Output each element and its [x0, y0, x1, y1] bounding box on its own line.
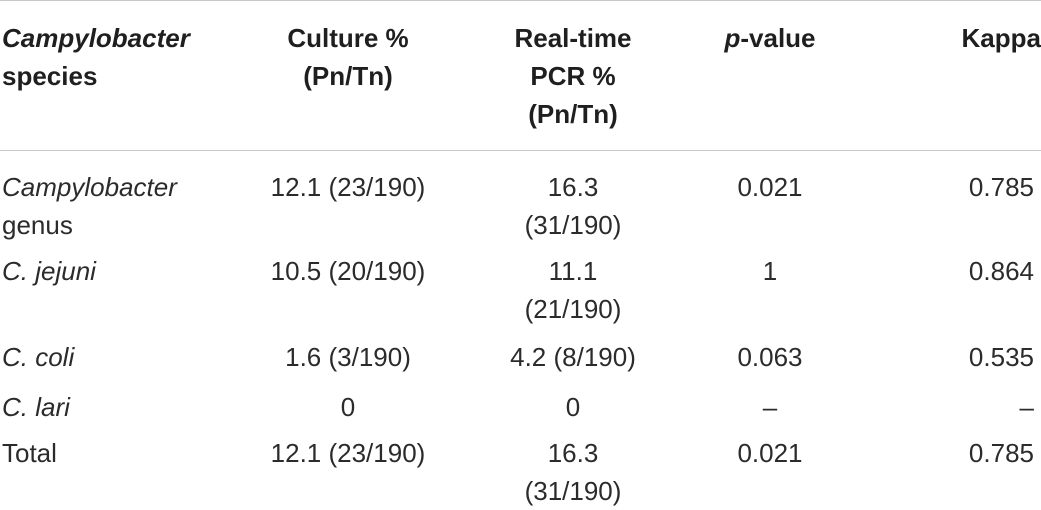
- header-p-value: p-value: [680, 19, 860, 57]
- table-top-rule: [0, 0, 1041, 1]
- row-species-line1: Campylobacter: [2, 172, 177, 202]
- header-culture-line2: (Pn/Tn): [303, 61, 393, 91]
- header-pcr-line3: (Pn/Tn): [528, 99, 618, 129]
- row-pcr: 4.2 (8/190): [510, 342, 636, 372]
- header-species-genus-name: Campylobacter: [2, 23, 190, 53]
- row-culture: 12.1 (23/190): [270, 438, 426, 468]
- row-species: C. jejuni: [2, 256, 96, 286]
- row-p-value: 0.063: [737, 342, 803, 372]
- row-p-value: –: [762, 392, 778, 422]
- row-culture: 10.5 (20/190): [270, 256, 426, 286]
- header-pcr: Real-time PCR % (Pn/Tn): [478, 19, 668, 133]
- row-p-value: 0.021: [737, 438, 803, 468]
- row-pcr-line1: 16.3: [547, 438, 599, 468]
- row-kappa: 0.785: [968, 172, 1034, 202]
- row-pcr: 16.3 (31/190): [478, 434, 668, 510]
- row-species-line2: genus: [2, 210, 73, 240]
- row-kappa: 0.535: [968, 342, 1034, 372]
- row-species: Total: [2, 438, 57, 468]
- header-p-rest: -value: [740, 23, 816, 53]
- row-kappa: 0.864: [968, 256, 1034, 286]
- row-culture: 1.6 (3/190): [285, 342, 411, 372]
- row-pcr-line1: 16.3: [547, 172, 599, 202]
- row-pcr-line2: (31/190): [524, 476, 622, 506]
- row-pcr-line2: (21/190): [524, 294, 622, 324]
- row-p-value: 0.021: [737, 172, 803, 202]
- row-pcr-line2: (31/190): [524, 210, 622, 240]
- header-kappa: Kappa: [961, 23, 1041, 53]
- row-species: C. lari: [2, 392, 70, 422]
- header-species: Campylobacter species: [2, 19, 232, 95]
- row-species: Campylobacter genus: [2, 168, 232, 244]
- row-pcr-line1: 11.1: [548, 256, 598, 286]
- header-culture-line1: Culture %: [287, 23, 409, 53]
- row-culture: 0: [340, 392, 356, 422]
- row-kappa: –: [1019, 392, 1034, 422]
- header-divider: [0, 150, 1041, 151]
- header-p-italic: p: [724, 23, 741, 53]
- row-species: C. coli: [2, 342, 75, 372]
- header-culture: Culture % (Pn/Tn): [248, 19, 448, 95]
- row-pcr: 0: [565, 392, 581, 422]
- row-p-value: 1: [762, 256, 778, 286]
- header-species-label: species: [2, 61, 98, 91]
- row-kappa: 0.785: [968, 438, 1034, 468]
- row-pcr: 11.1 (21/190): [478, 252, 668, 328]
- row-pcr: 16.3 (31/190): [478, 168, 668, 244]
- row-culture: 12.1 (23/190): [270, 172, 426, 202]
- header-pcr-line2: PCR %: [530, 61, 616, 91]
- header-pcr-line1: Real-time: [514, 23, 632, 53]
